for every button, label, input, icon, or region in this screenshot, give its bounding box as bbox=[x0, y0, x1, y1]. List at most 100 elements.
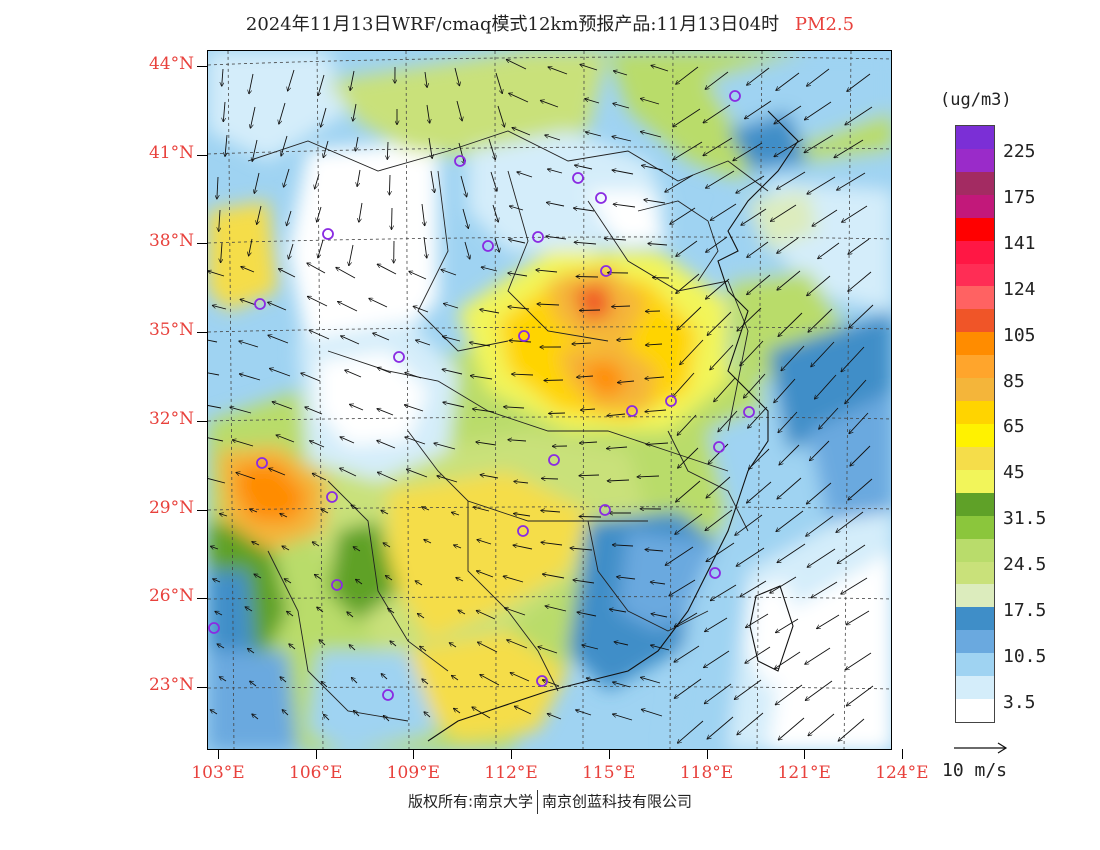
lat-label: 32°N bbox=[148, 408, 194, 429]
wind-arrow bbox=[707, 716, 734, 739]
wind-arrow bbox=[369, 298, 388, 308]
wind-arrow bbox=[740, 580, 767, 597]
wind-arrow bbox=[705, 617, 728, 632]
wind-arrow bbox=[451, 675, 459, 681]
wind-arrow bbox=[674, 678, 702, 698]
legend-swatch bbox=[956, 653, 994, 677]
wind-arrow bbox=[810, 440, 830, 461]
wind-arrow bbox=[272, 402, 293, 410]
wind-arrow bbox=[807, 548, 836, 567]
legend-unit: (ug/m3) bbox=[940, 90, 1012, 110]
wind-arrow bbox=[278, 269, 296, 278]
wind-arrow bbox=[385, 576, 393, 581]
wind-arrow bbox=[677, 306, 702, 330]
wind-arrow bbox=[703, 104, 731, 123]
title-main: 2024年11月13日WRF/cmaq模式12km预报产品:11月13日04时 bbox=[245, 14, 780, 35]
wind-arrow bbox=[748, 406, 768, 428]
wind-arrow bbox=[288, 243, 294, 259]
wind-arrow bbox=[377, 472, 398, 482]
wind-arrow bbox=[509, 239, 526, 244]
wind-arrow bbox=[646, 344, 663, 345]
wind-arrow bbox=[676, 480, 701, 502]
wind-arrow bbox=[390, 641, 397, 647]
footer-owner: 版权所有:南京大学 bbox=[407, 792, 534, 811]
city-marker-circle bbox=[208, 622, 220, 634]
lon-label: 103°E bbox=[191, 763, 245, 783]
legend-swatch bbox=[956, 286, 994, 310]
wind-arrow bbox=[665, 174, 694, 192]
wind-arrow bbox=[208, 339, 218, 343]
wind-arrow bbox=[350, 404, 364, 411]
wind-arrow bbox=[454, 708, 461, 714]
wind-arrow bbox=[846, 610, 870, 625]
legend-label: 141 bbox=[1003, 232, 1036, 254]
map-canvas bbox=[208, 51, 891, 749]
wind-arrow bbox=[836, 511, 864, 532]
wind-arrow bbox=[733, 142, 763, 161]
legend-label: 65 bbox=[1003, 416, 1025, 438]
wind-arrow bbox=[323, 140, 329, 158]
wind-arrow bbox=[351, 505, 359, 510]
wind-arrow bbox=[736, 175, 765, 193]
pm25-concentration-map bbox=[207, 50, 892, 750]
wind-arrow bbox=[473, 409, 495, 413]
legend-swatch bbox=[956, 194, 994, 219]
lat-label: 26°N bbox=[148, 586, 194, 607]
wind-arrow bbox=[734, 679, 762, 699]
wind-arrow bbox=[470, 376, 493, 380]
legend-label: 175 bbox=[1003, 186, 1036, 208]
wind-arrow bbox=[704, 683, 732, 704]
wind-arrow bbox=[670, 207, 696, 224]
wind-arrow bbox=[305, 407, 323, 415]
wind-arrow bbox=[462, 208, 468, 229]
legend-label: 85 bbox=[1003, 370, 1025, 392]
wind-arrow bbox=[815, 374, 837, 399]
wind-arrow bbox=[673, 108, 701, 127]
wind-arrow bbox=[808, 713, 835, 736]
wind-arrow bbox=[514, 481, 529, 483]
legend-swatch bbox=[956, 515, 994, 540]
wind-arrow bbox=[428, 137, 432, 158]
wind-arrow bbox=[541, 511, 561, 513]
wind-arrow bbox=[404, 405, 424, 412]
color-legend-bar bbox=[955, 125, 995, 723]
wind-arrow bbox=[512, 128, 531, 136]
wind-arrow bbox=[509, 206, 524, 211]
wind-arrow bbox=[356, 579, 363, 585]
wind-arrow bbox=[247, 648, 255, 654]
wind-arrow bbox=[208, 478, 226, 484]
lon-tick bbox=[315, 749, 317, 759]
wind-arrow bbox=[257, 205, 262, 224]
wind-arrow bbox=[735, 514, 763, 535]
city-marker-circle bbox=[713, 441, 725, 453]
wind-arrow bbox=[580, 64, 598, 71]
wind-arrow bbox=[456, 100, 462, 121]
wind-arrow bbox=[572, 343, 592, 344]
city-marker-circle bbox=[532, 231, 544, 243]
wind-arrow bbox=[353, 710, 360, 717]
wind-arrow bbox=[281, 135, 288, 156]
wind-arrow bbox=[545, 135, 561, 141]
wind-arrow bbox=[508, 307, 530, 310]
wind-arrow bbox=[640, 99, 660, 105]
wind-arrow bbox=[650, 582, 666, 584]
wind-arrow bbox=[834, 139, 864, 158]
wind-arrow bbox=[223, 101, 225, 122]
wind-arrow bbox=[706, 476, 731, 498]
wind-arrow bbox=[434, 443, 456, 450]
wind-arrow bbox=[613, 204, 636, 208]
legend-swatch bbox=[956, 148, 994, 173]
lat-tick bbox=[197, 66, 207, 67]
wind-arrow bbox=[254, 574, 262, 579]
wind-arrow bbox=[714, 377, 736, 402]
wind-arrow bbox=[675, 513, 703, 534]
wind-arrow bbox=[355, 136, 359, 151]
legend-swatch bbox=[956, 171, 994, 196]
legend-swatch bbox=[956, 446, 994, 471]
wind-arrow bbox=[607, 414, 626, 416]
wind-arrow bbox=[806, 515, 834, 536]
wind-arrow bbox=[706, 236, 728, 252]
city-marker-circle bbox=[256, 457, 268, 469]
wind-arrow bbox=[774, 138, 804, 157]
wind-arrow bbox=[676, 240, 698, 256]
